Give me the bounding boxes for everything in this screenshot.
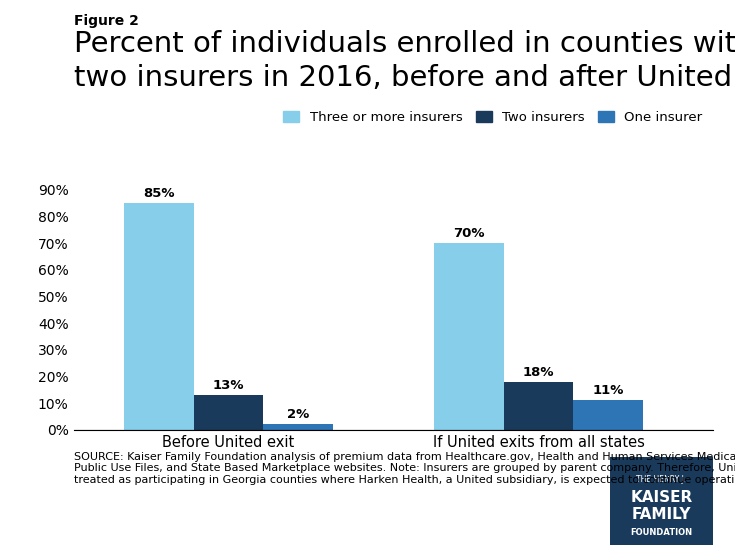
Text: 11%: 11% [592,384,624,397]
Text: 13%: 13% [212,379,244,392]
Text: Percent of individuals enrolled in counties with just one or
two insurers in 201: Percent of individuals enrolled in count… [74,30,735,92]
Text: SOURCE: Kaiser Family Foundation analysis of premium data from Healthcare.gov, H: SOURCE: Kaiser Family Foundation analysi… [74,452,735,485]
Text: 2%: 2% [287,408,309,422]
Legend: Three or more insurers, Two insurers, One insurer: Three or more insurers, Two insurers, On… [279,107,706,128]
Text: THE HENRY J.: THE HENRY J. [637,475,686,484]
Bar [193,395,263,430]
Text: FOUNDATION: FOUNDATION [631,528,692,537]
Text: FAMILY: FAMILY [632,507,691,522]
Text: Figure 2: Figure 2 [74,14,138,28]
Bar [124,203,193,430]
Text: 70%: 70% [453,227,484,240]
Text: 85%: 85% [143,187,174,200]
Text: KAISER: KAISER [631,489,692,505]
Bar [503,382,573,430]
Bar [434,243,503,430]
Bar [263,424,333,430]
Text: 18%: 18% [523,365,554,379]
Bar [573,401,643,430]
